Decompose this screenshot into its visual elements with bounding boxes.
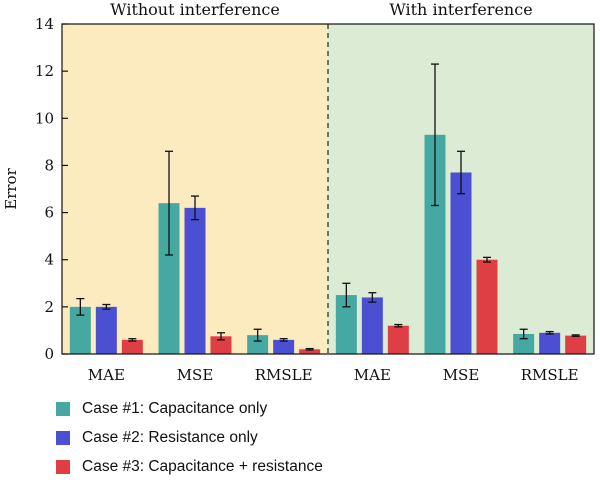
bar-case-3-group-5 [476, 259, 498, 354]
category-label-1: MAE [88, 366, 125, 384]
bar-case-3-group-2 [210, 336, 232, 354]
y-tick-label-12: 12 [35, 62, 54, 80]
bar-case-2-group-5 [450, 172, 472, 354]
legend-item-case-3: Case #3: Capacitance + resistance [56, 454, 323, 480]
panel-title-1: Without interference [110, 0, 280, 19]
legend-label-case-2: Case #2: Resistance only [82, 429, 258, 446]
y-tick-label-8: 8 [44, 156, 54, 174]
error-bar-chart: Without interference With interference 0 2 4… [2, 0, 595, 384]
bar-case-2-group-4 [361, 297, 383, 354]
bar-case-1-group-2 [158, 203, 180, 354]
y-tick-label-6: 6 [44, 204, 54, 222]
panel-title-2: With interference [389, 0, 532, 19]
category-label-4: MAE [354, 366, 391, 384]
y-tick-label-4: 4 [44, 251, 54, 269]
bar-case-3-group-1 [121, 339, 143, 354]
y-tick-label-0: 0 [44, 345, 54, 363]
plot-frame [61, 23, 595, 355]
category-label-5: MSE [443, 366, 480, 384]
category-label-2: MSE [177, 366, 214, 384]
legend-label-case-3: Case #3: Capacitance + resistance [82, 458, 323, 475]
legend-item-case-2: Case #2: Resistance only [56, 425, 323, 451]
category-label-3: RMSLE [255, 366, 313, 384]
bar-case-2-group-6 [539, 332, 561, 354]
legend-item-case-1: Case #1: Capacitance only [56, 396, 323, 422]
y-tick-label-2: 2 [44, 298, 54, 316]
y-tick-label-10: 10 [35, 109, 54, 127]
bar-case-1-group-3 [247, 335, 269, 354]
bar-case-1-group-1 [69, 306, 91, 354]
legend-swatch-case-3 [56, 460, 70, 474]
legend-label-case-1: Case #1: Capacitance only [82, 400, 268, 417]
category-label-6: RMSLE [521, 366, 579, 384]
y-axis-title: Error [2, 167, 20, 209]
bar-case-1-group-5 [424, 134, 446, 354]
bar-case-3-group-3 [299, 349, 321, 354]
legend: Case #1: Capacitance only Case #2: Resis… [56, 396, 323, 483]
bar-case-3-group-4 [387, 325, 409, 354]
legend-swatch-case-1 [56, 402, 70, 416]
bar-case-2-group-2 [184, 207, 206, 354]
bar-case-2-group-3 [273, 339, 295, 354]
y-tick-label-14: 14 [35, 15, 54, 33]
bar-case-2-group-1 [95, 306, 117, 354]
legend-swatch-case-2 [56, 431, 70, 445]
bar-case-3-group-6 [565, 335, 587, 354]
bar-case-1-group-6 [513, 333, 535, 354]
bar-case-1-group-4 [335, 295, 357, 354]
